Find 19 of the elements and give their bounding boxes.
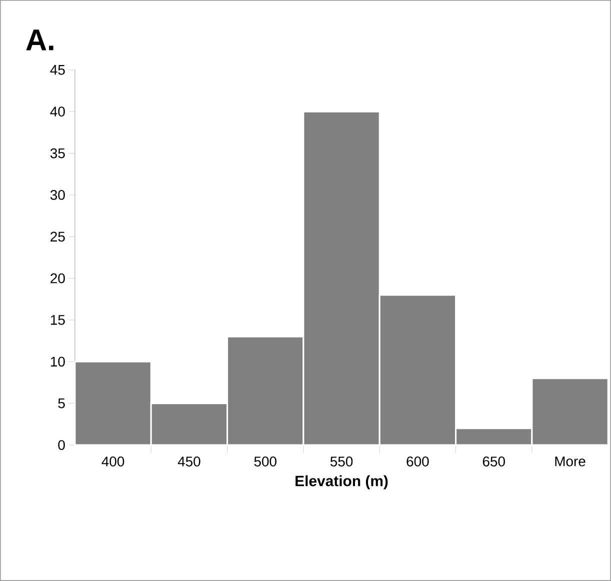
y-tick-label: 40 [50,106,65,117]
chart-title: A. [26,30,54,50]
x-tick-label: 650 [482,456,505,466]
y-tick-label: 10 [50,356,65,367]
x-tick-label: 550 [330,456,353,466]
x-tick-label: 500 [254,456,276,466]
y-tick-label: 0 [58,440,65,450]
x-tick-label: 450 [178,456,200,466]
x-tick-label: More [555,456,586,466]
y-tick-label: 20 [50,273,65,284]
y-tick-label: 5 [58,398,65,408]
y-tick-label: 35 [50,148,65,158]
y-tick-label: 45 [50,65,65,75]
x-tick-label: 400 [102,456,124,466]
y-tick-label: 25 [50,232,65,242]
x-axis-title: Elevation (m) [296,475,388,490]
y-tick-label: 15 [50,315,65,325]
x-tick-label: 600 [406,456,429,466]
y-tick-label: 30 [50,190,65,200]
